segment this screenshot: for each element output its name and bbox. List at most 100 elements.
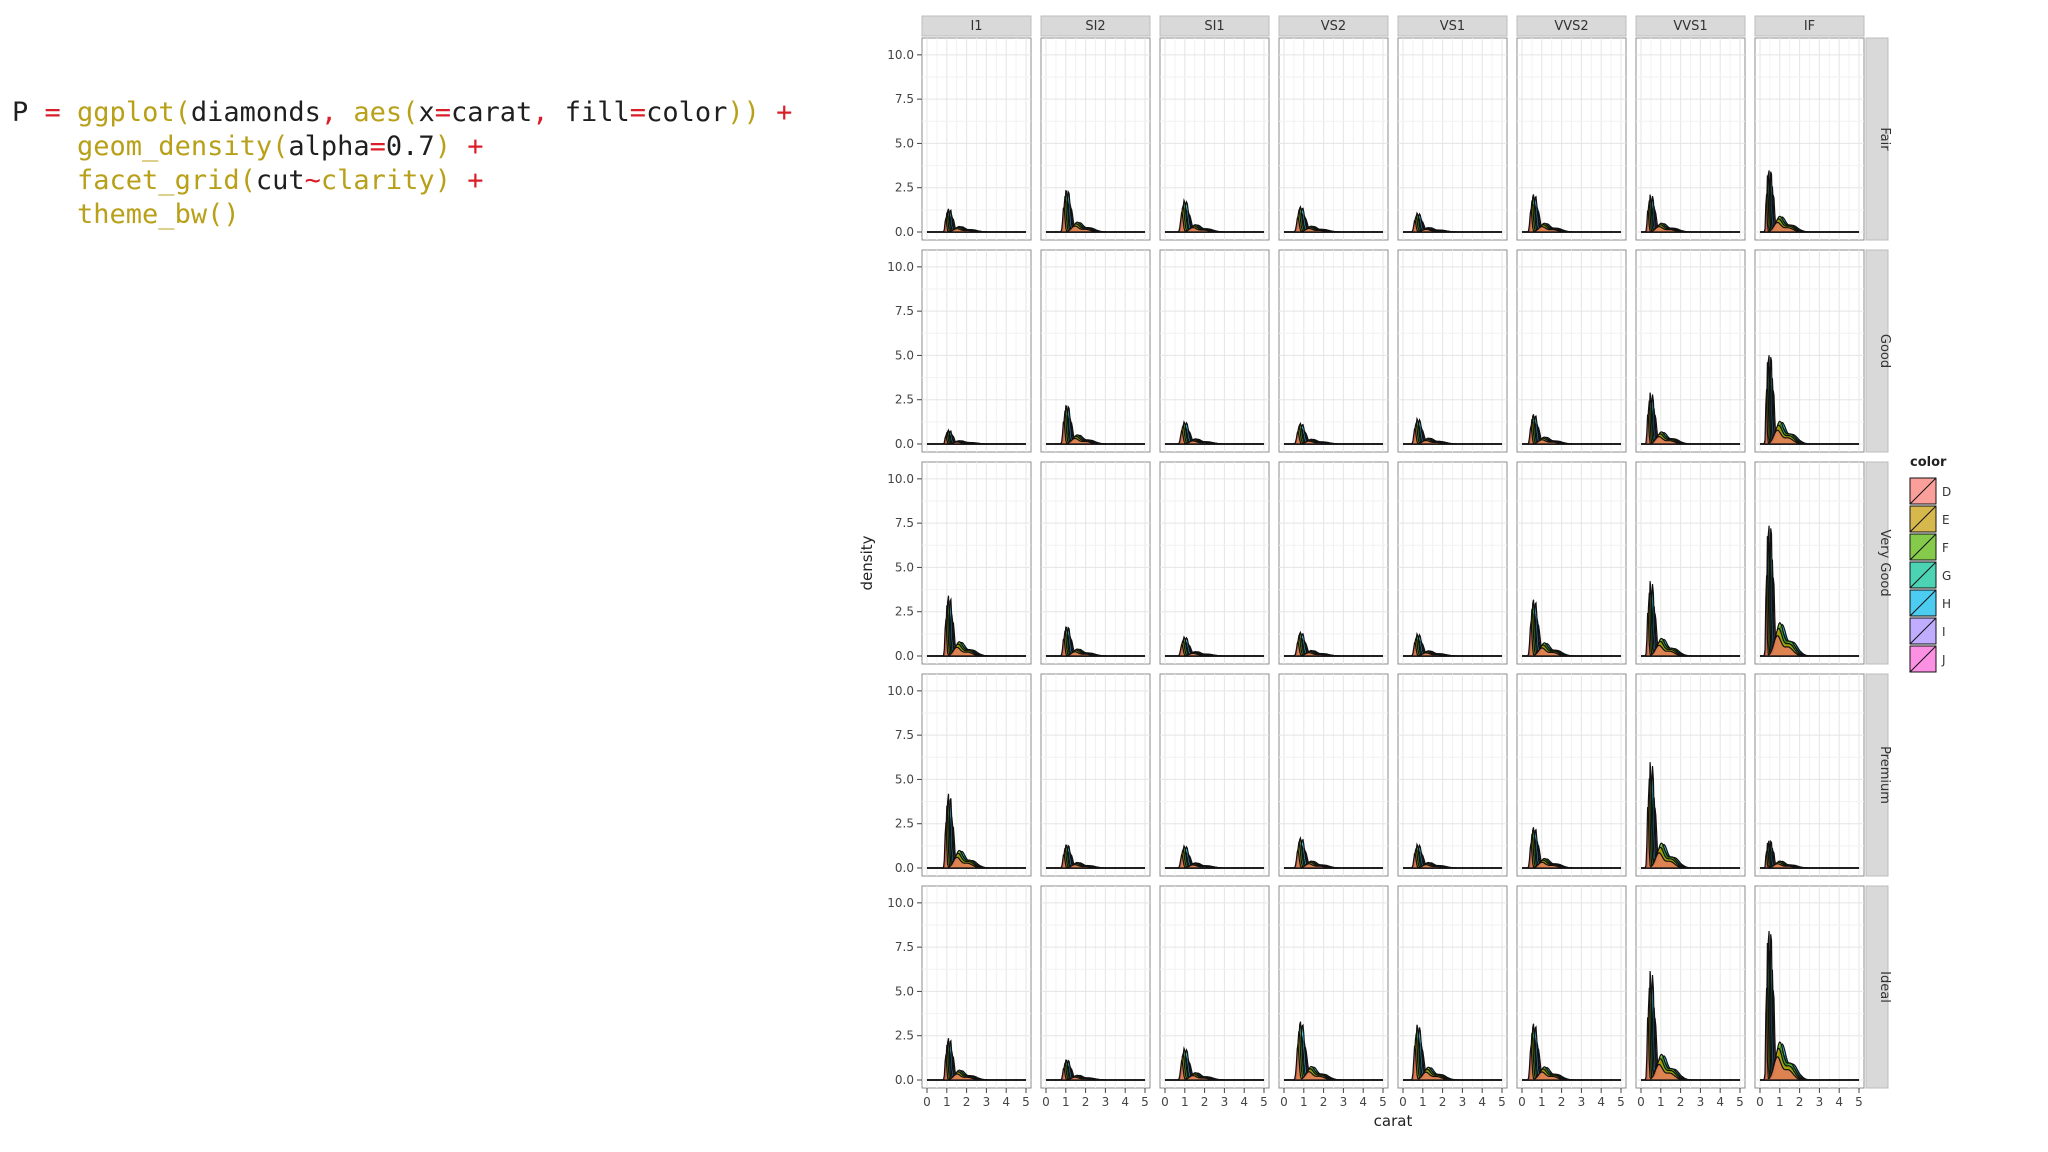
- code-token: P: [12, 97, 45, 128]
- facet-strip-row: [1865, 461, 1889, 665]
- facet-panel: [1159, 885, 1270, 1089]
- code-token: ): [434, 131, 451, 162]
- facet-panel: [921, 37, 1032, 241]
- y-tick-label: 5.0: [895, 984, 914, 998]
- density-area-D: [1641, 807, 1740, 869]
- x-tick-label: 4: [1478, 1095, 1486, 1109]
- facet-label-clarity: SI2: [1085, 19, 1105, 34]
- x-tick-label: 5: [1617, 1095, 1625, 1109]
- x-tick-label: 4: [1597, 1095, 1605, 1109]
- facet-label-cut: Very Good: [1877, 529, 1892, 596]
- x-tick-label: 0: [1399, 1095, 1407, 1109]
- y-tick-label: 7.5: [895, 728, 914, 742]
- y-tick-label: 5.0: [895, 136, 914, 150]
- code-token: ~: [304, 165, 321, 196]
- density-area-D: [1760, 575, 1859, 657]
- legend-key-diagonal: [1909, 589, 1937, 617]
- code-token: )): [727, 97, 760, 128]
- facet-label-clarity: IF: [1804, 19, 1815, 34]
- y-axis-title: density: [858, 535, 876, 590]
- code-token: =: [44, 97, 61, 128]
- y-tick-label: 0.0: [895, 225, 914, 239]
- facet-panel: [1278, 461, 1389, 665]
- density-area-D: [1165, 429, 1264, 445]
- x-tick-label: 4: [1121, 1095, 1129, 1109]
- x-tick-label: 0: [1637, 1095, 1645, 1109]
- code-token: fill: [564, 97, 630, 128]
- x-tick-label: 5: [1022, 1095, 1030, 1109]
- legend-key-diagonal: [1909, 477, 1937, 505]
- code-token: diamonds: [190, 97, 321, 128]
- x-tick-label: 5: [1736, 1095, 1744, 1109]
- density-area-D: [1403, 641, 1502, 657]
- facet-strip-col: [1635, 15, 1746, 37]
- code-token: ggplot(: [77, 97, 191, 128]
- x-tick-label: 3: [983, 1095, 991, 1109]
- code-token: ): [434, 165, 451, 196]
- density-area-D: [1522, 842, 1621, 869]
- code-token: 0.7: [385, 131, 435, 162]
- legend-label: G: [1942, 569, 1951, 583]
- density-area-D: [1760, 987, 1859, 1081]
- facet-panel: [1159, 673, 1270, 877]
- code-token: facet_grid(: [77, 165, 256, 196]
- y-tick-label: 7.5: [895, 516, 914, 530]
- facet-panel: [1754, 37, 1865, 241]
- y-tick-label: 0.0: [895, 861, 914, 875]
- code-line: facet_grid(cut~clarity) +: [12, 164, 792, 198]
- facet-panel: [1278, 249, 1389, 453]
- x-tick-label: 1: [1062, 1095, 1070, 1109]
- y-tick-label: 2.5: [895, 605, 914, 619]
- density-area-D: [1403, 852, 1502, 869]
- facet-label-clarity: VS2: [1321, 19, 1346, 34]
- x-tick-label: 4: [1002, 1095, 1010, 1109]
- facet-panel: [1754, 673, 1865, 877]
- y-tick-label: 2.5: [895, 1029, 914, 1043]
- facet-panel: [921, 461, 1032, 665]
- legend-label: I: [1942, 625, 1946, 639]
- density-area-D: [1046, 636, 1145, 657]
- x-tick-label: 2: [1320, 1095, 1328, 1109]
- density-area-D: [1522, 208, 1621, 233]
- x-tick-label: 5: [1498, 1095, 1506, 1109]
- facet-strip-col: [1754, 15, 1865, 37]
- density-area-D: [1522, 425, 1621, 445]
- x-tick-label: 4: [1359, 1095, 1367, 1109]
- x-tick-label: 1: [1181, 1095, 1189, 1109]
- x-tick-label: 1: [1776, 1095, 1784, 1109]
- code-token: color: [646, 97, 728, 128]
- facet-panel: [1397, 37, 1508, 241]
- density-area-D: [927, 1054, 1026, 1081]
- x-tick-label: 3: [1340, 1095, 1348, 1109]
- density-area-D: [1641, 414, 1740, 445]
- density-area-D: [1760, 193, 1859, 233]
- x-tick-label: 1: [1300, 1095, 1308, 1109]
- facet-panel: [1516, 37, 1627, 241]
- density-area-D: [1641, 210, 1740, 233]
- density-area-D: [1641, 612, 1740, 657]
- facet-panel: [1754, 461, 1865, 665]
- facet-panel: [1635, 37, 1746, 241]
- facet-strip-col: [1040, 15, 1151, 37]
- facet-label-clarity: VS1: [1440, 19, 1465, 34]
- x-tick-label: 3: [1816, 1095, 1824, 1109]
- code-token: +: [759, 97, 793, 128]
- y-tick-label: 5.0: [895, 560, 914, 574]
- facet-panel: [1397, 461, 1508, 665]
- x-tick-label: 2: [963, 1095, 971, 1109]
- facet-strip-col: [1278, 15, 1389, 37]
- facet-label-clarity: VVS2: [1554, 19, 1588, 34]
- facet-panel: [921, 885, 1032, 1089]
- legend-label: J: [1941, 653, 1946, 667]
- x-tick-label: 4: [1240, 1095, 1248, 1109]
- density-area-D: [1403, 1045, 1502, 1081]
- legend-key-diagonal: [1909, 617, 1937, 645]
- density-area-D: [1046, 1066, 1145, 1081]
- density-area-D: [927, 618, 1026, 657]
- code-token: +: [450, 165, 484, 196]
- y-tick-label: 10.0: [887, 48, 914, 62]
- x-tick-label: 2: [1082, 1095, 1090, 1109]
- legend-key-diagonal: [1909, 645, 1937, 673]
- density-area-D: [1165, 853, 1264, 869]
- facet-strip-row: [1865, 673, 1889, 877]
